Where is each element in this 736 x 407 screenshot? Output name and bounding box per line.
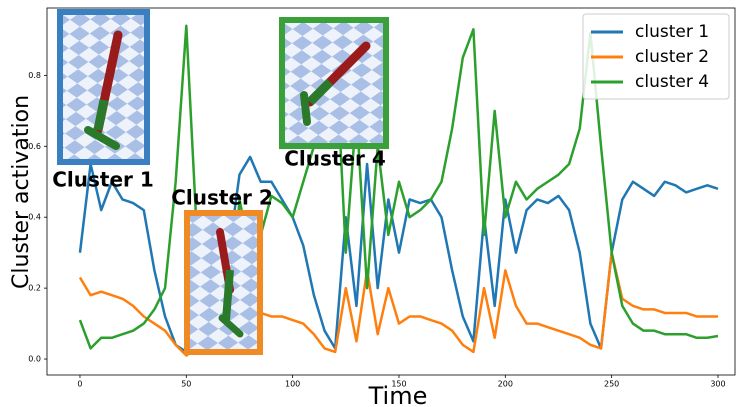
series-line xyxy=(78,24,719,350)
annotation: Cluster 4 xyxy=(284,147,386,171)
legend-label: cluster 4 xyxy=(635,72,709,92)
x-axis-label: Time xyxy=(368,382,428,407)
plot-frame xyxy=(46,7,736,376)
legend-label: cluster 1 xyxy=(635,22,709,42)
x-tick-label: 300 xyxy=(710,380,725,389)
x-tick-label: 50 xyxy=(181,380,191,389)
annotation: Cluster 2 xyxy=(171,186,273,210)
inset-cluster-1 xyxy=(57,9,150,165)
inset-cluster-2 xyxy=(184,210,263,355)
y-tick-label: 0.4 xyxy=(28,213,41,222)
y-tick-label: 0.6 xyxy=(28,142,41,151)
y-tick-label: 0.0 xyxy=(28,355,41,364)
annotation: Cluster 1 xyxy=(52,168,154,192)
x-tick-label: 200 xyxy=(498,380,513,389)
y-tick-label: 0.2 xyxy=(28,284,41,293)
inset-cluster-4 xyxy=(279,17,389,149)
legend-label: cluster 2 xyxy=(635,47,709,67)
legend-frame xyxy=(582,13,730,100)
x-tick-label: 150 xyxy=(391,380,406,389)
x-tick-label: 100 xyxy=(285,380,300,389)
y-axis-label: Cluster activation xyxy=(9,95,34,289)
x-tick-label: 250 xyxy=(604,380,619,389)
y-tick-label: 0.8 xyxy=(28,71,41,80)
x-tick-label: 0 xyxy=(77,380,82,389)
